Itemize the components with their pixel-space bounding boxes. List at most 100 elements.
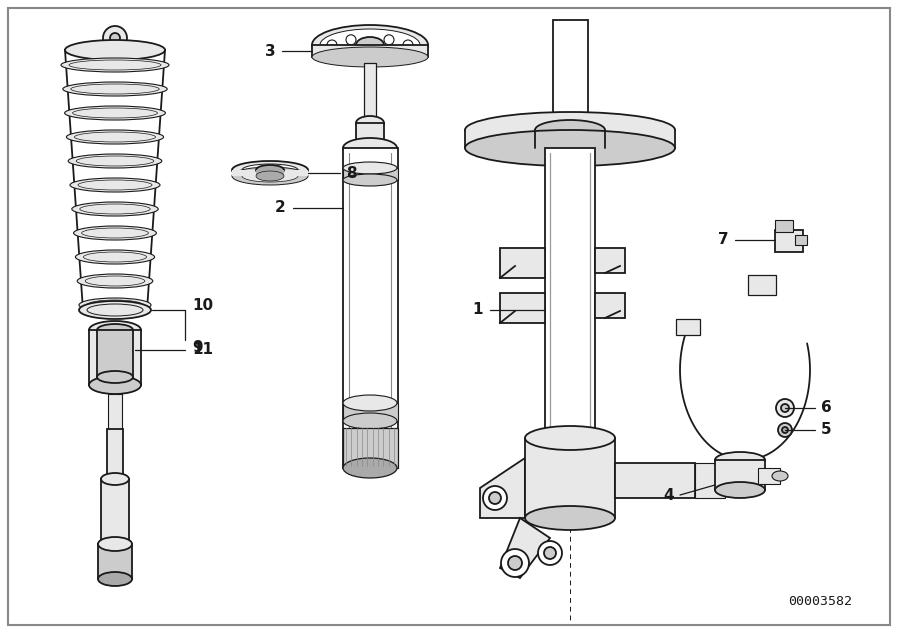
Ellipse shape <box>772 471 788 481</box>
Ellipse shape <box>98 572 132 586</box>
Text: 9: 9 <box>192 340 202 356</box>
Ellipse shape <box>84 252 147 262</box>
Bar <box>525 438 615 518</box>
Ellipse shape <box>343 174 397 186</box>
Ellipse shape <box>73 108 158 118</box>
Ellipse shape <box>312 25 428 65</box>
Ellipse shape <box>89 321 141 339</box>
Ellipse shape <box>256 171 284 181</box>
Circle shape <box>346 45 356 55</box>
Ellipse shape <box>89 376 141 394</box>
Bar <box>356 123 384 148</box>
Ellipse shape <box>78 180 152 190</box>
Ellipse shape <box>101 473 129 485</box>
Bar <box>795 235 807 245</box>
Bar <box>553 20 588 120</box>
Circle shape <box>501 549 529 577</box>
Ellipse shape <box>98 537 132 551</box>
Ellipse shape <box>232 161 308 179</box>
Ellipse shape <box>71 84 159 94</box>
Text: 00003582: 00003582 <box>788 595 852 608</box>
Circle shape <box>489 492 501 504</box>
Bar <box>695 463 725 498</box>
Circle shape <box>110 33 120 43</box>
Circle shape <box>327 40 337 50</box>
Bar <box>748 275 776 295</box>
Bar <box>758 468 780 484</box>
Text: 7: 7 <box>718 232 729 248</box>
Polygon shape <box>480 458 525 518</box>
Circle shape <box>778 423 792 437</box>
Ellipse shape <box>356 141 384 155</box>
Ellipse shape <box>535 120 605 140</box>
Ellipse shape <box>65 40 165 60</box>
Ellipse shape <box>86 276 145 286</box>
Circle shape <box>384 35 394 45</box>
Circle shape <box>346 35 356 45</box>
Ellipse shape <box>87 304 143 316</box>
Ellipse shape <box>76 156 154 166</box>
Circle shape <box>544 547 556 559</box>
Bar <box>343 148 398 468</box>
Text: 11: 11 <box>192 342 213 358</box>
Bar <box>615 463 695 498</box>
Ellipse shape <box>242 170 298 182</box>
Bar <box>97 330 133 377</box>
Text: 5: 5 <box>821 422 832 438</box>
Ellipse shape <box>79 301 151 319</box>
Text: 10: 10 <box>192 298 213 312</box>
Text: 1: 1 <box>472 302 483 318</box>
Ellipse shape <box>65 106 166 120</box>
Bar <box>595 293 625 318</box>
Text: 3: 3 <box>266 44 276 58</box>
Bar <box>545 148 595 438</box>
Ellipse shape <box>232 167 308 185</box>
Ellipse shape <box>75 132 156 142</box>
Ellipse shape <box>356 116 384 130</box>
Ellipse shape <box>343 162 397 174</box>
Bar <box>108 394 122 429</box>
Circle shape <box>384 45 394 55</box>
Ellipse shape <box>79 298 151 312</box>
Circle shape <box>782 427 788 433</box>
Ellipse shape <box>80 204 150 214</box>
Text: 6: 6 <box>821 401 832 415</box>
Ellipse shape <box>343 395 397 411</box>
Polygon shape <box>500 518 550 578</box>
Bar <box>715 460 765 490</box>
Ellipse shape <box>70 178 160 192</box>
Ellipse shape <box>320 29 420 61</box>
Ellipse shape <box>356 37 384 53</box>
Circle shape <box>538 541 562 565</box>
Bar <box>256 170 284 176</box>
Ellipse shape <box>525 506 615 530</box>
Circle shape <box>776 399 794 417</box>
Bar <box>465 130 675 148</box>
Bar <box>500 248 545 278</box>
Ellipse shape <box>343 138 397 158</box>
Circle shape <box>781 404 789 412</box>
Ellipse shape <box>63 82 167 96</box>
Bar <box>343 428 398 468</box>
Text: 8: 8 <box>346 166 356 180</box>
Ellipse shape <box>312 47 428 67</box>
Ellipse shape <box>61 58 169 72</box>
Ellipse shape <box>465 130 675 166</box>
Ellipse shape <box>343 458 397 478</box>
Ellipse shape <box>465 112 675 148</box>
Ellipse shape <box>242 164 298 176</box>
Circle shape <box>403 40 413 50</box>
Bar <box>107 429 123 479</box>
Ellipse shape <box>67 130 164 144</box>
Ellipse shape <box>525 426 615 450</box>
Ellipse shape <box>87 300 143 310</box>
Bar <box>775 220 793 232</box>
Circle shape <box>483 486 507 510</box>
Ellipse shape <box>74 226 157 240</box>
Ellipse shape <box>72 202 158 216</box>
Bar <box>98 544 132 579</box>
Ellipse shape <box>97 324 133 336</box>
Bar <box>364 63 376 123</box>
Ellipse shape <box>343 413 397 429</box>
Bar <box>343 168 398 180</box>
